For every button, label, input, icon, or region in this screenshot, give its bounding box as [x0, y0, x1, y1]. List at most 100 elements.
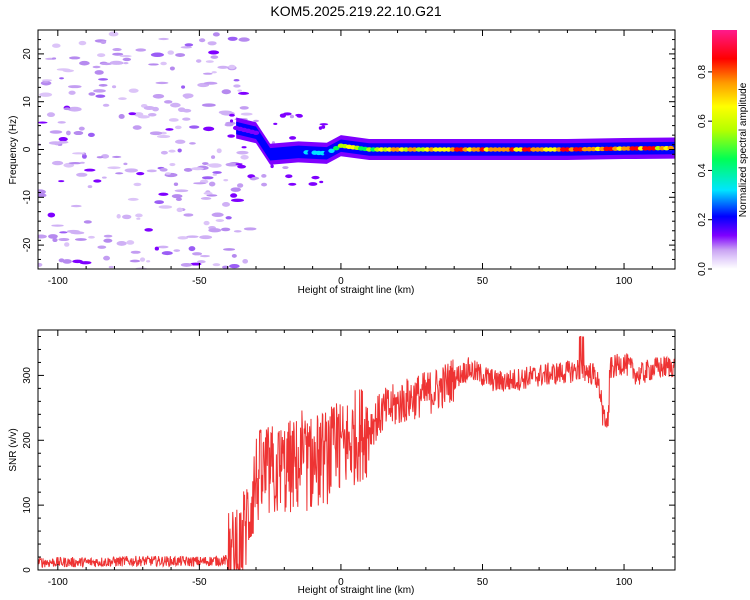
spectrogram-noise-blob [282, 166, 289, 170]
spectrogram-noise-blob [133, 182, 142, 187]
spectrogram-noise-blob [111, 85, 117, 89]
spectrogram-noise-blob [112, 155, 122, 158]
spectrogram-noise-blob [211, 155, 216, 159]
spectrogram-noise-blob [161, 251, 173, 256]
spectrogram-noise-blob [101, 62, 113, 66]
snr-x-tick-label: -50 [192, 577, 207, 588]
spectrogram-y-tick-label: 20 [22, 48, 33, 60]
spectrogram-noise-blob [170, 102, 181, 108]
spectrogram-ridge-cell [323, 151, 330, 156]
spectrogram-noise-blob [51, 224, 64, 227]
spectrogram-noise-blob [112, 48, 122, 52]
colorbar-tick-label: 0.2 [697, 212, 708, 226]
spectrogram-x-tick-label: 0 [338, 276, 344, 287]
colorbar-tick-label: 0.4 [697, 163, 708, 177]
spectrogram-x-tick-label: 50 [477, 276, 489, 287]
spectrogram-noise-blob [47, 212, 56, 218]
spectrogram-noise-blob [208, 228, 222, 233]
spectrogram-noise-blob [144, 228, 153, 232]
spectrogram-noise-blob [46, 112, 56, 118]
spectrogram-noise-blob [139, 257, 146, 262]
colorbar: 0.0 0.2 0.4 0.6 0.8 Normalized spectral ampl… [697, 30, 749, 276]
spectrogram-noise-blob [211, 71, 217, 74]
spectrogram-y-tick-label: -10 [22, 190, 33, 205]
spectrogram-noise-blob [48, 234, 58, 239]
spectrogram-noise-blob [81, 154, 87, 159]
spectrogram-noise-blob [70, 204, 82, 208]
colorbar-gradient [712, 30, 737, 269]
spectrogram-noise-blob [227, 134, 236, 138]
spectrogram-noise-blob [177, 236, 189, 240]
snr-y-label: SNR (v/v) [8, 428, 19, 471]
spectrogram-noise-blob [168, 149, 176, 153]
spectrogram-noise-blob [175, 197, 182, 202]
spectrogram-noise-blob [229, 119, 234, 123]
spectrogram-noise-blob [175, 53, 186, 57]
spectrogram-noise-blob [132, 125, 142, 130]
spectrogram-noise-blob [182, 117, 191, 121]
spectrogram-noise-blob [103, 238, 113, 243]
colorbar-tick-label: 0.6 [697, 114, 708, 128]
spectrogram-noise-blob [102, 103, 110, 107]
spectrogram-noise-blob [197, 260, 206, 264]
spectrogram-noise-blob [182, 93, 194, 99]
spectrogram-noise-blob [279, 113, 286, 118]
spectrogram-noise-blob [146, 169, 157, 173]
spectrogram-noise-blob [70, 231, 85, 235]
spectrogram-noise-blob [223, 178, 229, 182]
spectrogram-noise-blob [38, 262, 43, 267]
spectrogram-noise-blob [201, 176, 214, 180]
spectrogram-noise-blob [308, 182, 318, 186]
spectrogram-y-tick-label: -20 [22, 237, 33, 252]
spectrogram-noise-blob [158, 192, 169, 196]
spectrogram-noise-blob [240, 112, 253, 116]
spectrogram-noise-blob [168, 118, 179, 122]
spectrogram-noise-blob [206, 163, 220, 167]
spectrogram-noise-blob [159, 167, 168, 172]
spectrogram-noise-blob [123, 61, 129, 65]
spectrogram-noise-blob [231, 198, 244, 202]
spectrogram-noise-blob [52, 238, 58, 243]
spectrogram-noise-blob [136, 171, 145, 176]
snr-x-label: Height of straight line (km) [298, 585, 415, 596]
spectrogram-noise-blob [173, 249, 181, 252]
spectrogram-noise-blob [311, 175, 320, 180]
spectrogram-noise-blob [222, 265, 229, 269]
spectrogram-noise-blob [220, 227, 231, 232]
spectrogram-noise-blob [123, 162, 128, 166]
spectrogram-ridge-cell [257, 137, 264, 143]
spectrogram-noise-blob [177, 107, 186, 113]
spectrogram-noise-blob [201, 162, 209, 165]
spectrogram-noise-blob [171, 194, 183, 199]
spectrogram-noise-blob [135, 48, 147, 52]
spectrogram-noise-blob [289, 136, 297, 140]
spectrogram-noise-blob [58, 237, 70, 242]
spectrogram-noise-blob [76, 172, 88, 177]
spectrogram-noise-blob [59, 77, 64, 80]
spectrogram-noise-blob [146, 260, 151, 263]
spectrogram-noise-blob [67, 106, 82, 112]
spectrogram-noise-blob [233, 230, 242, 233]
spectrogram-noise-blob [222, 202, 230, 207]
spectrogram-noise-blob [78, 40, 87, 46]
spectrogram-noise-blob [92, 65, 101, 69]
spectrogram-noise-blob [58, 180, 65, 183]
spectrogram-noise-blob [62, 259, 72, 264]
spectrogram-ridge-cell [252, 130, 260, 135]
spectrogram-x-ticks: -100 -50 0 50 100 [48, 30, 653, 287]
spectrogram-noise-blob [243, 227, 257, 231]
spectrogram-noise-blob [169, 162, 176, 167]
snr-x-ticks: -100 -50 0 50 100 [48, 330, 653, 588]
spectrogram-noise-blob [261, 174, 267, 178]
spectrogram-noise-blob [188, 246, 196, 252]
spectrogram-noise-blob [225, 162, 239, 167]
spectrogram-noise-blob [101, 176, 107, 179]
spectrogram-noise-blob [152, 93, 165, 99]
chart-title: KOM5.2025.219.22.10.G21 [270, 3, 441, 19]
spectrogram-noise-blob [174, 189, 189, 193]
spectrogram-x-tick-label: -50 [192, 276, 207, 287]
spectrogram-noise-blob [318, 126, 323, 130]
spectrogram-noise-blob [163, 100, 173, 104]
spectrogram-noise-blob [59, 231, 68, 234]
spectrogram-noise-blob [119, 55, 132, 58]
